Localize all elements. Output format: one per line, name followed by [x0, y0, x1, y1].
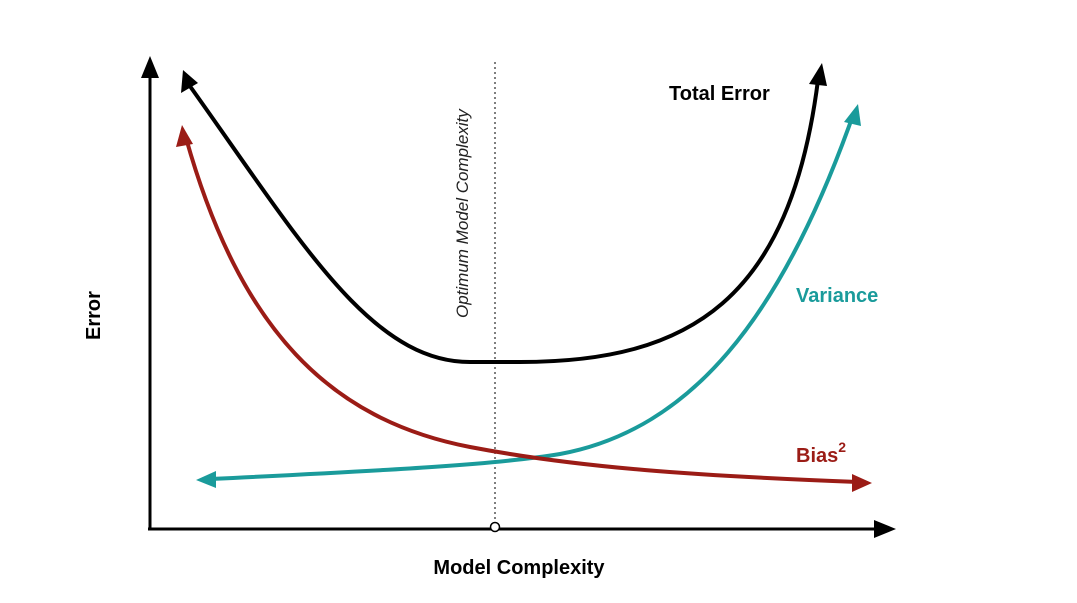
bias-label-superscript: 2	[838, 439, 846, 455]
variance-left-arrowhead	[196, 471, 216, 488]
bias-line	[184, 136, 860, 484]
bias-right-arrowhead	[852, 474, 872, 492]
variance-right-arrowhead	[844, 104, 861, 126]
x-axis-label: Model Complexity	[433, 557, 605, 579]
optimum-label: Optimum Model Complexity	[453, 108, 472, 318]
axes	[141, 56, 896, 538]
variance-label: Variance	[796, 285, 878, 307]
total-error-line	[185, 78, 820, 364]
optimum-marker: Optimum Model Complexity	[453, 62, 501, 533]
bias-label-text: Bias	[796, 445, 838, 467]
total-error-label: Total Error	[669, 83, 770, 105]
y-axis-arrowhead	[141, 56, 159, 78]
optimum-point	[489, 521, 501, 533]
y-axis-label: Error	[83, 291, 105, 340]
bias-curve	[176, 125, 872, 492]
total-error-left-arrowhead	[181, 70, 198, 93]
variance-curve	[196, 104, 861, 488]
total-error-right-arrowhead	[809, 63, 827, 86]
total-error-curve	[181, 63, 827, 364]
variance-line	[208, 116, 854, 481]
bias-top-arrowhead	[176, 125, 193, 147]
x-axis-arrowhead	[874, 520, 896, 538]
bias-label: Bias2	[796, 439, 846, 467]
